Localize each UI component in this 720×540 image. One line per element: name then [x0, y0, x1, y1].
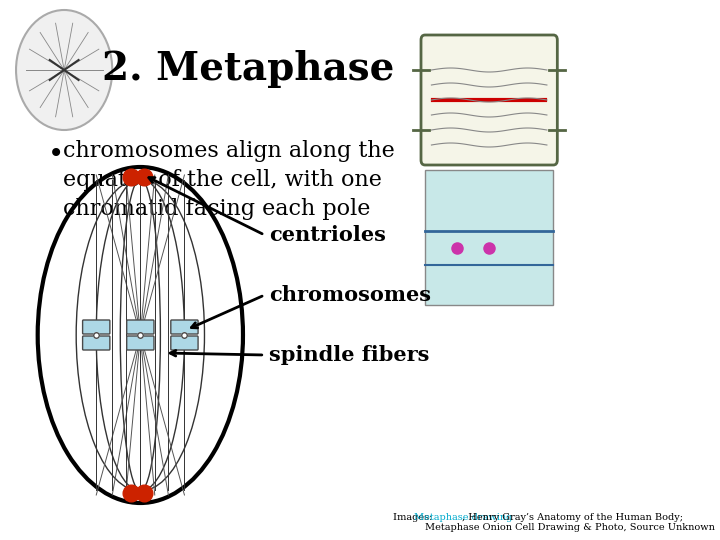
FancyBboxPatch shape: [127, 336, 154, 350]
Circle shape: [16, 10, 112, 130]
FancyBboxPatch shape: [171, 336, 198, 350]
Text: spindle fibers: spindle fibers: [269, 345, 429, 365]
FancyBboxPatch shape: [83, 336, 110, 350]
FancyBboxPatch shape: [83, 320, 110, 334]
Text: chromosomes align along the
equator of the cell, with one
chromatid facing each : chromosomes align along the equator of t…: [63, 140, 395, 220]
Text: Metaphase drawing: Metaphase drawing: [414, 513, 512, 522]
Text: , Henry Gray’s Anatomy of the Human Body;: , Henry Gray’s Anatomy of the Human Body…: [462, 513, 683, 522]
FancyBboxPatch shape: [425, 170, 553, 305]
Text: •: •: [48, 140, 64, 168]
Text: 2. Metaphase: 2. Metaphase: [102, 50, 395, 88]
FancyBboxPatch shape: [127, 320, 154, 334]
Ellipse shape: [37, 167, 243, 503]
FancyBboxPatch shape: [171, 320, 198, 334]
Text: centrioles: centrioles: [269, 225, 385, 245]
Text: chromosomes: chromosomes: [269, 285, 431, 305]
Text: Metaphase Onion Cell Drawing & Photo, Source Unknown: Metaphase Onion Cell Drawing & Photo, So…: [425, 523, 715, 532]
FancyBboxPatch shape: [421, 35, 557, 165]
Text: Images:: Images:: [393, 513, 436, 522]
